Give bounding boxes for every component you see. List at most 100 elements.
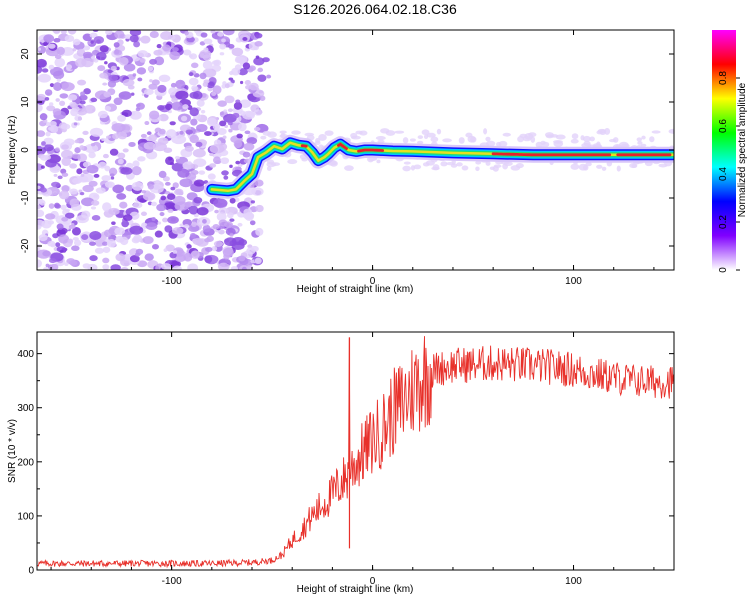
noise-blob [101, 175, 112, 182]
noise-blob [141, 190, 147, 194]
noise-blob [222, 247, 234, 258]
noise-blob [116, 193, 127, 200]
noise-blob [172, 265, 182, 270]
noise-blob [254, 41, 263, 47]
noise-blob [40, 165, 45, 169]
snr-line [37, 336, 674, 569]
colorbar-tick-label: 0.8 [718, 71, 729, 85]
noise-blob [72, 38, 81, 46]
noise-blob [193, 213, 199, 218]
noise-blob [69, 259, 78, 266]
noise-blob [168, 87, 178, 96]
noise-blob [315, 137, 321, 144]
noise-blob [113, 97, 123, 106]
noise-blob [169, 51, 181, 60]
noise-blob [56, 78, 61, 82]
noise-blob [191, 62, 199, 69]
x-tick-label: -100 [162, 276, 182, 287]
noise-blob [43, 267, 49, 270]
noise-blob [51, 181, 61, 188]
noise-blob [118, 56, 129, 66]
noise-blob [144, 253, 154, 261]
noise-blob [193, 196, 203, 204]
noise-blob [37, 65, 43, 74]
noise-blob [43, 41, 48, 47]
noise-blob [79, 100, 86, 105]
noise-blob [158, 170, 167, 179]
noise-blob [82, 51, 93, 59]
noise-blob [402, 165, 411, 172]
noise-blob [260, 135, 267, 140]
noise-blob [39, 113, 48, 121]
noise-blob [68, 224, 76, 229]
noise-blob [581, 142, 592, 148]
noise-blob [45, 131, 51, 137]
noise-blob [79, 94, 88, 101]
noise-blob [570, 138, 579, 144]
noise-blob [156, 203, 167, 212]
noise-blob [227, 122, 233, 126]
noise-blob [165, 181, 171, 186]
noise-blob [242, 62, 251, 70]
noise-blob [102, 153, 109, 159]
noise-blob [91, 214, 101, 221]
noise-blob [188, 77, 199, 86]
noise-blob [184, 30, 189, 36]
noise-blob [202, 60, 213, 70]
noise-blob [209, 152, 214, 157]
noise-blob [205, 246, 213, 252]
noise-blob [154, 56, 165, 66]
noise-blob [74, 115, 82, 122]
noise-blob [65, 64, 73, 70]
noise-blob [113, 42, 120, 48]
noise-blob [72, 48, 77, 52]
noise-blob [174, 201, 189, 211]
noise-blob [158, 128, 166, 135]
noise-blob [195, 141, 203, 148]
noise-blob [651, 130, 661, 134]
noise-blob [122, 148, 129, 153]
noise-blob [237, 68, 248, 76]
noise-blob [108, 74, 119, 82]
noise-blob [37, 259, 42, 268]
noise-blob [192, 148, 206, 158]
noise-blob [75, 214, 89, 224]
noise-blob [165, 129, 177, 139]
noise-blob [394, 130, 405, 134]
noise-blob [37, 185, 41, 190]
noise-blob [212, 223, 220, 230]
noise-blob [207, 173, 216, 180]
noise-blob [232, 112, 240, 119]
noise-blob [254, 257, 262, 265]
noise-blob [54, 57, 66, 68]
noise-blob [206, 81, 215, 89]
noise-blob [461, 165, 469, 171]
noise-blob [67, 238, 74, 244]
noise-blob [45, 47, 60, 57]
y-tick-label: 10 [20, 96, 31, 108]
noise-blob [456, 162, 463, 167]
noise-blob [217, 31, 224, 37]
noise-blob [545, 134, 554, 139]
colorbar-tick-label: 0.6 [718, 119, 729, 133]
noise-blob [220, 157, 230, 165]
y-tick-label: 300 [17, 403, 34, 414]
noise-blob [377, 139, 385, 143]
colorbar-tick-label: 0 [718, 267, 729, 273]
noise-blob [87, 263, 98, 270]
noise-blob [440, 161, 448, 167]
noise-blob [217, 128, 227, 136]
noise-blob [94, 247, 104, 254]
noise-blob [385, 130, 396, 136]
noise-blob [582, 135, 591, 142]
noise-blob [112, 133, 120, 140]
noise-blob [45, 213, 56, 220]
noise-blob [266, 159, 275, 165]
noise-blob [133, 41, 141, 48]
noise-blob [223, 109, 228, 113]
noise-blob [60, 149, 74, 159]
noise-blob [49, 66, 64, 77]
noise-blob [145, 222, 158, 230]
noise-blob [89, 32, 98, 39]
noise-blob [149, 58, 158, 65]
